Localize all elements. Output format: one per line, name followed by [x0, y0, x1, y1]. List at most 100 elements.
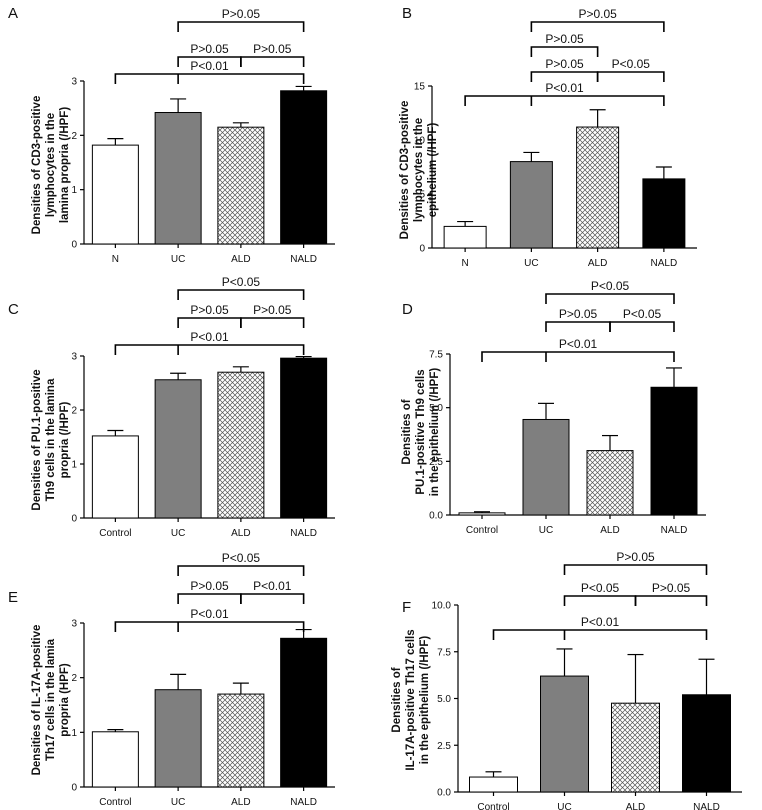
- y-tick-label: 7.5: [429, 350, 443, 361]
- category-label: Control: [466, 525, 498, 536]
- bar-uc: [540, 675, 589, 793]
- y-tick-label: 5.0: [429, 403, 443, 414]
- y-tick-label: 5.0: [437, 694, 451, 705]
- category-label: NALD: [693, 802, 720, 810]
- category-label: UC: [171, 797, 185, 808]
- bar-uc: [522, 418, 570, 516]
- category-label: N: [112, 254, 119, 265]
- error-bar-nald: [666, 367, 682, 388]
- bar-n: [443, 225, 487, 249]
- error-bar-control: [107, 728, 124, 732]
- significance-bracket: P<0.01: [240, 579, 305, 604]
- error-bar-n: [107, 137, 124, 146]
- error-bar-uc: [556, 648, 573, 677]
- p-value-label: P>0.05: [545, 57, 584, 71]
- category-label: Control: [477, 802, 509, 810]
- category-label: N: [462, 258, 469, 269]
- category-label: ALD: [231, 254, 250, 265]
- p-value-label: P<0.05: [591, 279, 630, 293]
- y-tick-label: 0.0: [429, 511, 443, 522]
- y-tick-label: 0.0: [437, 788, 451, 799]
- y-tick-label: 1: [71, 460, 77, 471]
- p-value-label: P<0.05: [581, 581, 620, 595]
- bar-control: [458, 512, 506, 516]
- p-value-label: P>0.05: [253, 42, 292, 56]
- significance-bracket: P<0.01: [114, 607, 305, 632]
- error-bar-nald: [295, 85, 312, 91]
- bar-nald: [280, 90, 328, 245]
- category-label: NALD: [290, 797, 317, 808]
- panel-letter: E: [8, 589, 18, 606]
- significance-bracket: P>0.05: [530, 57, 599, 82]
- y-axis-label: Densities of CD3-positive lymphocytes in …: [399, 101, 439, 240]
- bar-ald: [576, 126, 620, 249]
- p-value-label: P>0.05: [190, 42, 229, 56]
- y-axis-label: Densities of PU.1-positive Th9 cells in th…: [401, 368, 441, 497]
- error-bar-ald: [627, 653, 644, 704]
- significance-bracket: P>0.05: [240, 303, 305, 328]
- significance-bracket: P>0.05: [177, 303, 242, 328]
- y-tick-label: 1: [71, 185, 77, 196]
- y-tick-label: 10: [414, 136, 426, 147]
- y-tick-label: 3: [71, 352, 77, 363]
- p-value-label: P>0.05: [545, 32, 584, 46]
- p-value-label: P<0.01: [190, 330, 229, 344]
- y-tick-label: 2: [71, 406, 77, 417]
- category-label: ALD: [231, 528, 250, 539]
- error-bar-control: [485, 771, 502, 778]
- panel-letter: F: [402, 599, 411, 616]
- y-tick-label: 0: [419, 244, 425, 255]
- category-label: UC: [171, 254, 185, 265]
- category-label: Control: [99, 528, 131, 539]
- category-label: UC: [557, 802, 571, 810]
- category-label: ALD: [626, 802, 645, 810]
- bar-ald: [217, 126, 265, 245]
- y-tick-label: 2.5: [429, 457, 443, 468]
- significance-bracket: P<0.01: [481, 337, 675, 362]
- significance-bracket: P>0.05: [530, 32, 599, 57]
- y-tick-label: 3: [71, 619, 77, 630]
- bar-uc: [154, 689, 202, 788]
- panel-c: C Densities of PU.1-positive Th9 cells in …: [8, 275, 335, 539]
- category-label: NALD: [651, 258, 678, 269]
- significance-bracket: P>0.05: [634, 581, 708, 606]
- error-bar-uc: [170, 372, 187, 380]
- p-value-label: P<0.01: [559, 337, 598, 351]
- bar-ald: [611, 702, 660, 793]
- y-axis-label: Densities of PU.1-positive Th9 cells in t…: [31, 369, 71, 510]
- p-value-label: P<0.05: [222, 275, 261, 289]
- error-bar-nald: [655, 166, 672, 179]
- significance-bracket: P<0.05: [545, 279, 675, 304]
- bar-uc: [154, 379, 202, 519]
- y-axis-label: Densities of IL-17A-positive Th17 cells i…: [31, 625, 71, 776]
- panel-f: F Densities of IL-17A-positive Th17 cells i…: [391, 550, 742, 810]
- error-bar-ald: [232, 682, 249, 695]
- p-value-label: P>0.05: [616, 550, 655, 564]
- error-bar-control: [107, 429, 124, 436]
- panel-b: B Densities of CD3-positive lymphocytes in…: [399, 5, 697, 269]
- significance-bracket: P<0.05: [177, 551, 305, 576]
- bar-uc: [154, 112, 202, 245]
- bar-nald: [642, 178, 686, 249]
- category-label: NALD: [661, 525, 688, 536]
- category-label: ALD: [600, 525, 619, 536]
- panel-letter: D: [402, 301, 413, 318]
- error-bar-uc: [170, 98, 187, 113]
- significance-bracket: P>0.05: [563, 550, 708, 575]
- bar-ald: [217, 693, 265, 788]
- bar-nald: [650, 386, 698, 516]
- category-label: Control: [99, 797, 131, 808]
- bar-control: [91, 731, 139, 788]
- panel-d: D Densities of PU.1-positive Th9 cells in t…: [401, 279, 706, 536]
- panel-letter: B: [402, 5, 412, 22]
- p-value-label: P<0.01: [190, 607, 229, 621]
- significance-bracket: P>0.05: [177, 7, 305, 32]
- p-value-label: P>0.05: [559, 307, 598, 321]
- p-value-label: P<0.01: [190, 59, 229, 73]
- error-bar-ald: [589, 109, 606, 128]
- panel-letter: A: [8, 5, 18, 22]
- bar-n: [91, 144, 139, 245]
- p-value-label: P<0.01: [253, 579, 292, 593]
- bar-ald: [217, 371, 265, 519]
- y-tick-label: 1: [71, 728, 77, 739]
